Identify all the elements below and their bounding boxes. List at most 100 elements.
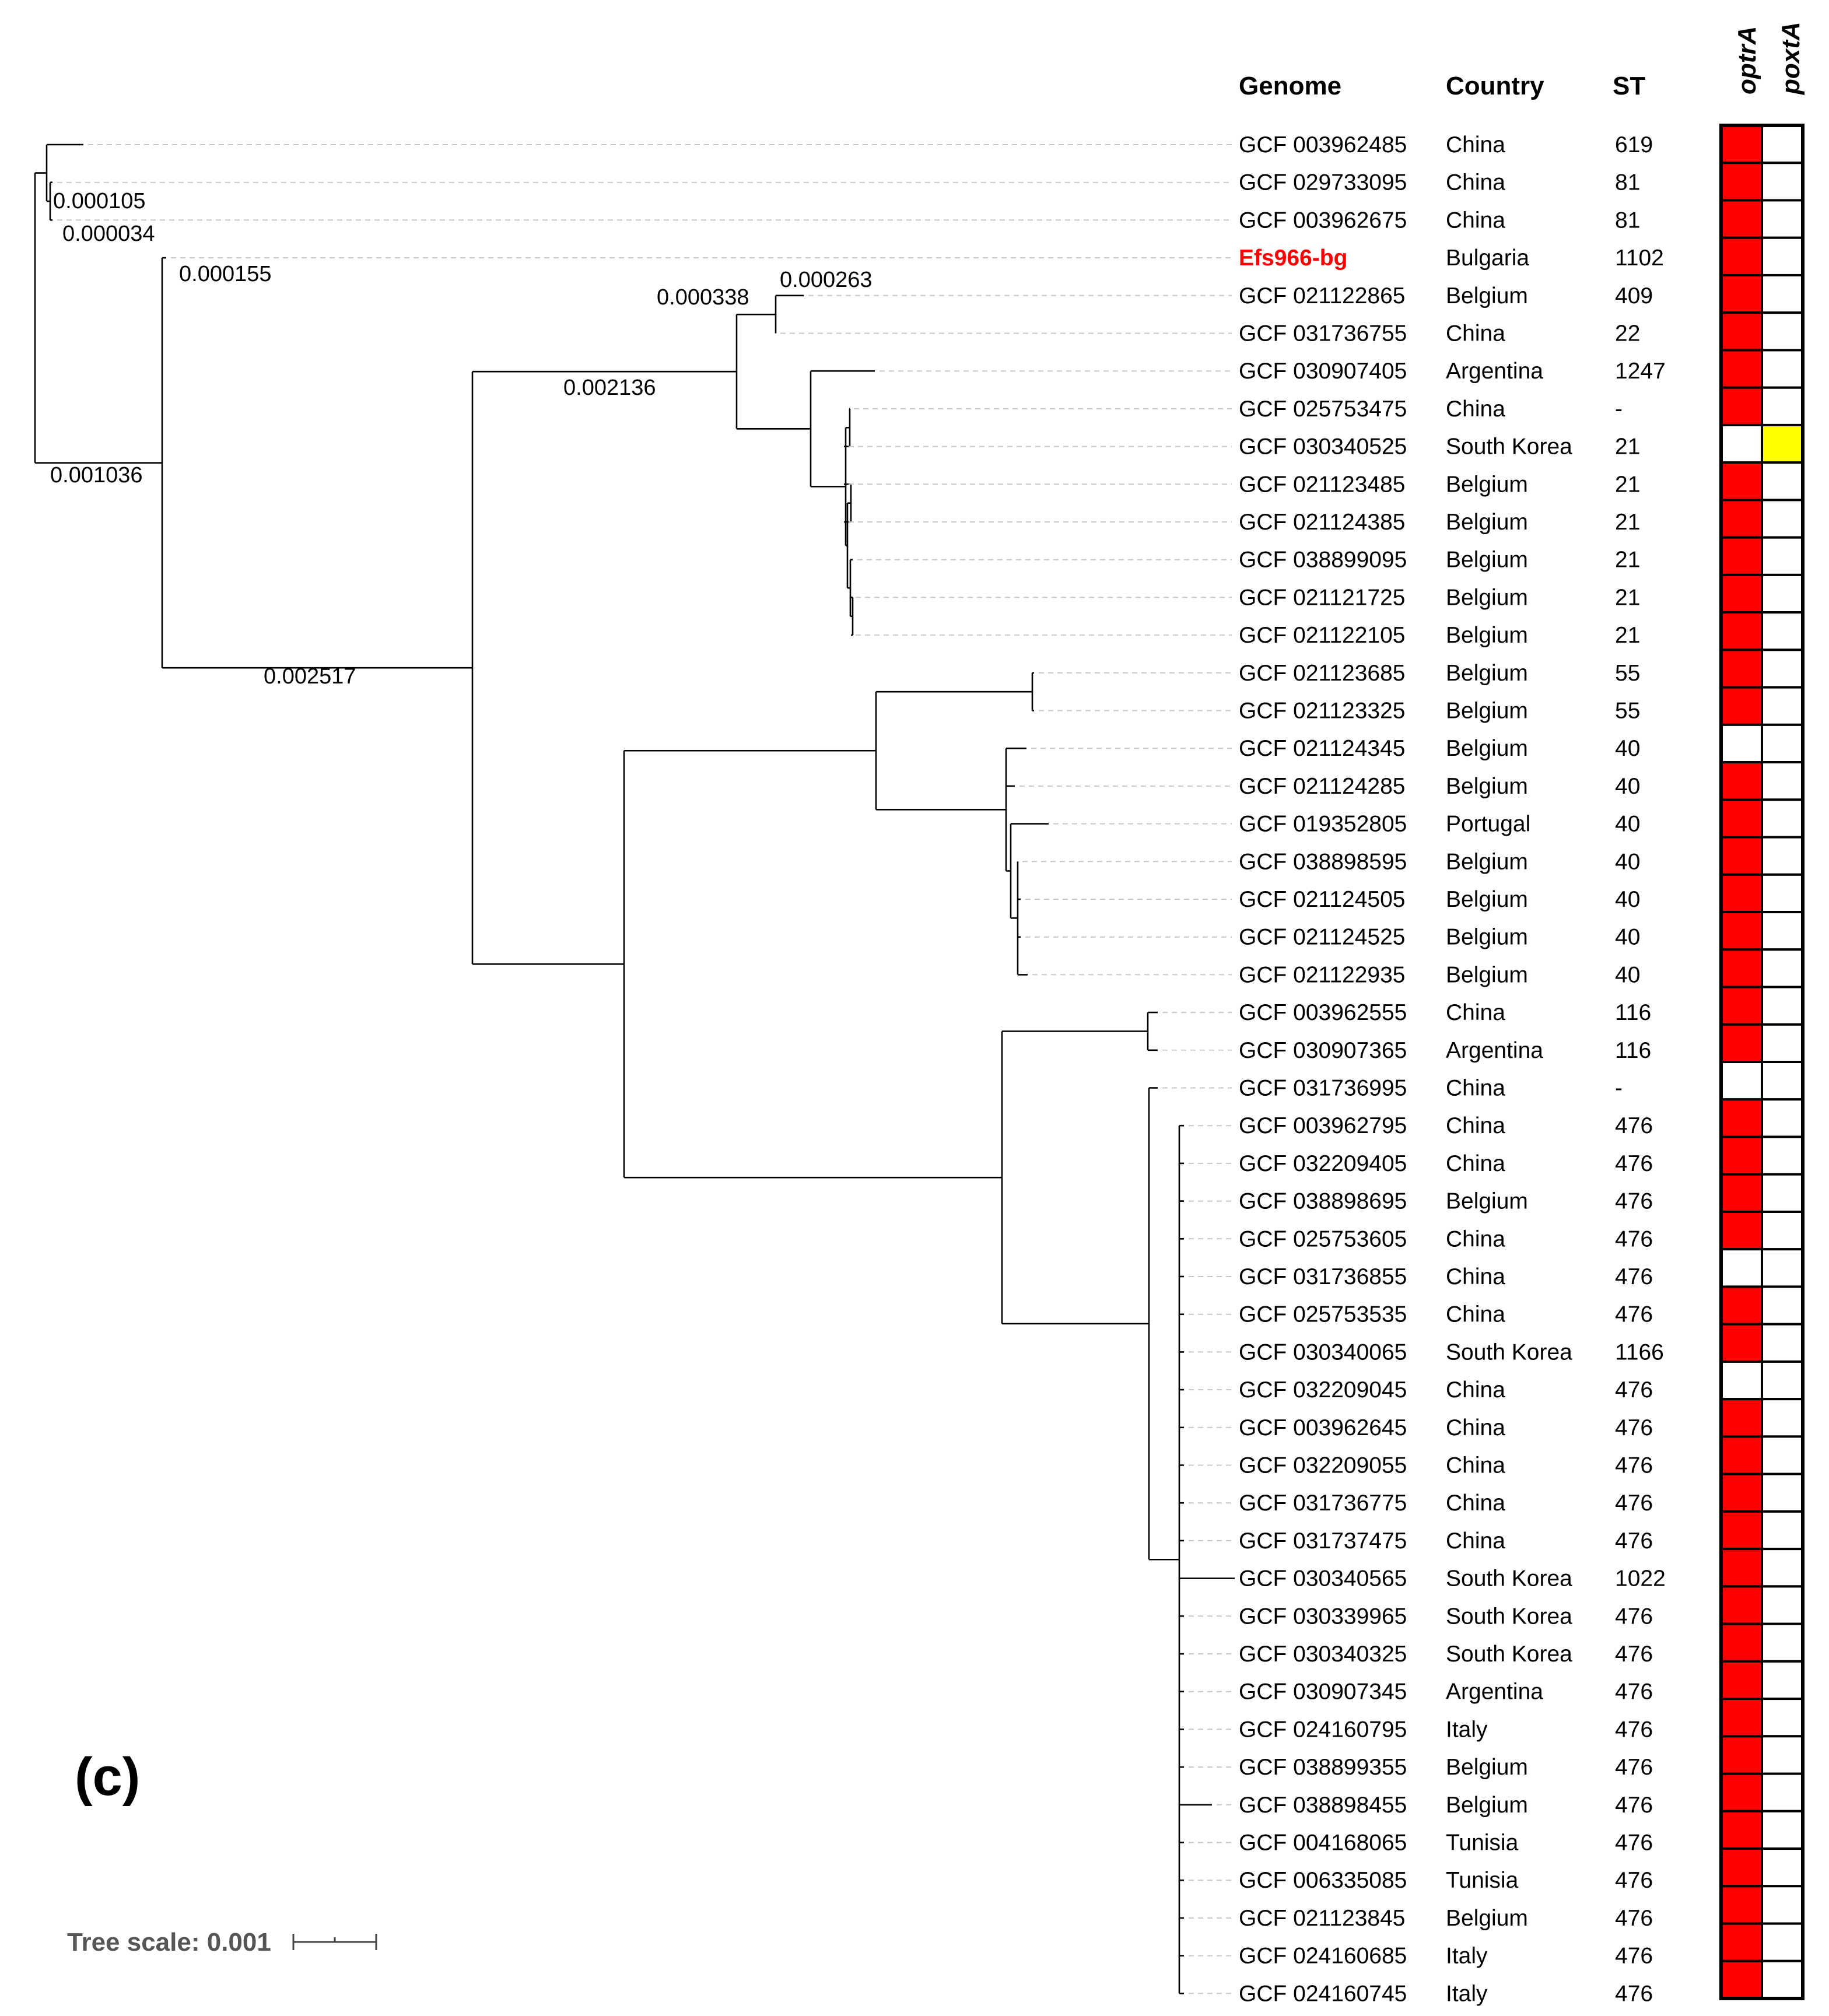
optrA-cell xyxy=(1720,1098,1763,1138)
st-label: 476 xyxy=(1615,1453,1653,1478)
optrA-cell xyxy=(1720,573,1763,614)
country-label: Bulgaria xyxy=(1446,246,1529,271)
optrA-cell xyxy=(1720,911,1763,951)
poxtA-cell xyxy=(1761,536,1804,576)
genome-label: GCF 021123485 xyxy=(1239,472,1405,497)
st-label: 1166 xyxy=(1615,1340,1664,1365)
poxtA-cell xyxy=(1761,1098,1804,1138)
leaf-row: GCF 025753605 China 476 xyxy=(1239,1226,1653,1251)
st-label: 81 xyxy=(1615,208,1640,233)
genome-label: GCF 031737475 xyxy=(1239,1528,1407,1554)
optrA-cell xyxy=(1720,723,1763,764)
optrA-cell xyxy=(1720,1285,1763,1326)
country-label: China xyxy=(1446,132,1505,157)
st-label: 476 xyxy=(1615,1755,1653,1780)
poxtA-cell xyxy=(1761,1959,1804,2000)
genome-label: GCF 004168065 xyxy=(1239,1831,1407,1856)
poxtA-cell xyxy=(1761,1472,1804,1513)
poxtA-cell xyxy=(1761,873,1804,914)
st-label: 476 xyxy=(1615,1528,1653,1554)
poxtA-cell xyxy=(1761,311,1804,352)
st-label: 21 xyxy=(1615,434,1640,460)
country-label: Italy xyxy=(1446,1981,1488,2006)
genome-label: GCF 038899355 xyxy=(1239,1755,1407,1780)
country-header: Country xyxy=(1446,72,1544,100)
country-label: Belgium xyxy=(1446,736,1528,761)
poxtA-cell xyxy=(1761,686,1804,726)
st-label: 476 xyxy=(1615,1642,1653,1667)
genome-label: GCF 019352805 xyxy=(1239,812,1407,837)
st-label: 116 xyxy=(1615,1000,1651,1025)
country-label: Belgium xyxy=(1446,1189,1528,1214)
st-label: 40 xyxy=(1615,925,1640,950)
leaf-row: GCF 038899355 Belgium 476 xyxy=(1239,1755,1653,1780)
optrA-cell xyxy=(1720,648,1763,689)
poxtA-cell xyxy=(1761,573,1804,614)
leaf-row: GCF 021124385 Belgium 21 xyxy=(1239,510,1640,535)
country-label: China xyxy=(1446,1377,1505,1403)
optrA-cell xyxy=(1720,1323,1763,1363)
poxtA-cell xyxy=(1761,1735,1804,1775)
genome-label: GCF 024160795 xyxy=(1239,1717,1407,1742)
optrA-cell xyxy=(1720,1210,1763,1251)
genome-label: GCF 021124285 xyxy=(1239,774,1405,799)
st-label: 476 xyxy=(1615,1377,1653,1403)
st-label: 40 xyxy=(1615,774,1640,799)
poxtA-cell xyxy=(1761,1285,1804,1326)
leaf-row: GCF 038898595 Belgium 40 xyxy=(1239,849,1640,874)
genome-label: GCF 029733095 xyxy=(1239,170,1407,195)
optrA-cell xyxy=(1720,236,1763,276)
optrA-cell xyxy=(1720,349,1763,389)
leaf-row: GCF 003962795 China 476 xyxy=(1239,1113,1653,1138)
country-label: South Korea xyxy=(1446,434,1572,460)
genome-label: GCF 032209405 xyxy=(1239,1151,1407,1176)
country-label: China xyxy=(1446,1453,1505,1478)
leaf-row: Efs966-bg Bulgaria 1102 xyxy=(1239,246,1664,271)
poxtA-cell xyxy=(1761,1173,1804,1213)
branch-length-label: 0.000155 xyxy=(179,262,272,286)
genome-label: GCF 025753535 xyxy=(1239,1302,1407,1327)
genome-label: GCF 003962555 xyxy=(1239,1000,1407,1025)
st-label: 476 xyxy=(1615,1944,1653,1969)
country-label: Belgium xyxy=(1446,283,1528,308)
poxtA-cell xyxy=(1761,423,1804,464)
optrA-cell xyxy=(1720,274,1763,314)
poxtA-cell xyxy=(1761,836,1804,876)
optrA-cell xyxy=(1720,1398,1763,1438)
leaf-row: GCF 032209055 China 476 xyxy=(1239,1453,1653,1478)
leaf-row: GCF 021122105 Belgium 21 xyxy=(1239,623,1640,648)
leaf-row: GCF 025753535 China 476 xyxy=(1239,1302,1653,1327)
st-label: 476 xyxy=(1615,1981,1653,2006)
genome-label: GCF 030907405 xyxy=(1239,359,1407,384)
poxtA-cell xyxy=(1761,761,1804,801)
optrA-cell xyxy=(1720,499,1763,539)
st-label: 476 xyxy=(1615,1831,1653,1856)
leaf-row: GCF 030907405 Argentina 1247 xyxy=(1239,359,1666,384)
tree-scale-label: Tree scale: 0.001 xyxy=(67,1928,271,1957)
genome-label: GCF 038899095 xyxy=(1239,548,1407,573)
poxtA-cell xyxy=(1761,1810,1804,1850)
country-label: Belgium xyxy=(1446,623,1528,648)
leaf-row: GCF 021122865 Belgium 409 xyxy=(1239,283,1653,308)
genome-label: GCF 021124525 xyxy=(1239,925,1405,950)
st-header: ST xyxy=(1613,72,1645,100)
genome-label: GCF 032209055 xyxy=(1239,1453,1407,1478)
poxtA-cell xyxy=(1761,1435,1804,1475)
branch-length-label: 0.002136 xyxy=(563,376,656,400)
country-label: Belgium xyxy=(1446,1755,1528,1780)
optrA-cell xyxy=(1720,1472,1763,1513)
poxtA-cell xyxy=(1761,911,1804,951)
st-label: 21 xyxy=(1615,623,1640,648)
branch-length-label: 0.002517 xyxy=(264,664,356,689)
genome-label: GCF 003962645 xyxy=(1239,1415,1407,1440)
tree-branches xyxy=(34,143,1235,1994)
branch-length-label: 0.000263 xyxy=(780,268,873,292)
leaf-row: GCF 021124345 Belgium 40 xyxy=(1239,736,1640,761)
leaf-row: GCF 038898695 Belgium 476 xyxy=(1239,1189,1653,1214)
leaf-row: GCF 003962675 China 81 xyxy=(1239,208,1640,233)
genome-label: GCF 003962795 xyxy=(1239,1113,1407,1138)
country-label: Belgium xyxy=(1446,774,1528,799)
country-label: China xyxy=(1446,1226,1505,1251)
st-label: 476 xyxy=(1615,1415,1653,1440)
